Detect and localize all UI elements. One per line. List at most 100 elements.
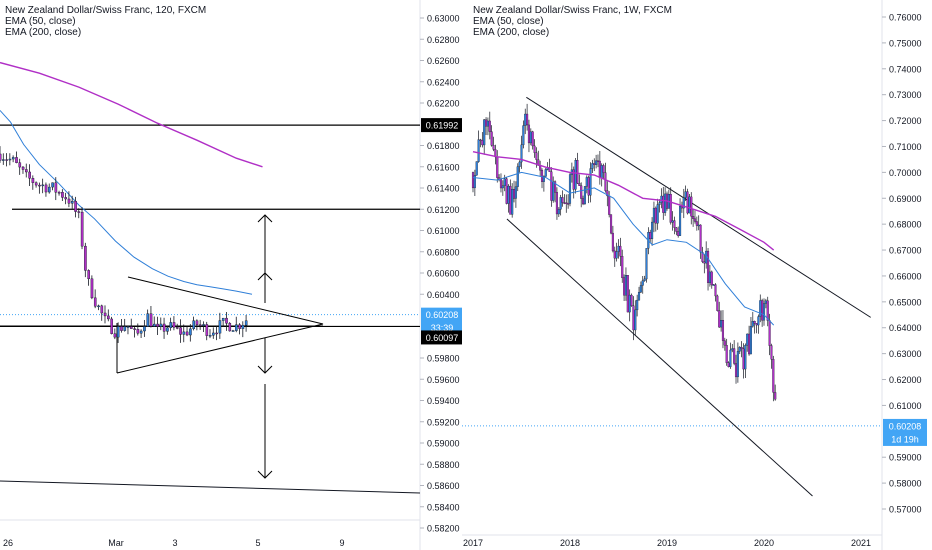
candle-up — [169, 322, 173, 328]
y-tick-label: 0.72000 — [889, 116, 922, 126]
candle-down — [686, 191, 689, 214]
candle-down — [550, 171, 553, 201]
legend-ema50[interactable]: EMA (50, close) — [5, 16, 76, 27]
candle-up — [589, 168, 592, 196]
candle-down — [623, 277, 626, 296]
candle-down — [740, 347, 743, 350]
price-label-current-bg — [883, 418, 927, 433]
candle-up — [182, 331, 186, 335]
candle-down — [162, 323, 166, 332]
candle-up — [660, 195, 663, 203]
arrow-down-short-head — [257, 365, 273, 374]
candle-up — [2, 159, 5, 161]
y-tick-label: 0.66000 — [889, 271, 922, 281]
candle-down — [479, 139, 482, 141]
candle-up — [41, 184, 45, 187]
legend-ema50[interactable]: EMA (50, close) — [473, 16, 544, 27]
candle-down — [580, 185, 583, 199]
candle-up — [202, 324, 205, 326]
candle-down — [120, 326, 123, 331]
candle-up — [139, 330, 143, 334]
candle-up — [192, 320, 195, 330]
candle-down — [74, 200, 77, 212]
candle-down — [649, 232, 652, 240]
triangle-drawing[interactable] — [116, 276, 324, 374]
y-tick-label: 0.64000 — [889, 323, 922, 333]
candle-down — [505, 178, 508, 204]
candle-up — [514, 186, 517, 199]
candle-down — [723, 340, 726, 346]
candle-up — [475, 161, 478, 176]
y-tick-label: 0.62000 — [889, 375, 922, 385]
candle-up — [624, 275, 628, 296]
candle-up — [235, 324, 238, 331]
legend-symbol[interactable]: New Zealand Dollar/Swiss Franc, 120, FXC… — [5, 5, 207, 16]
candle-up — [656, 204, 659, 224]
trend-line[interactable] — [0, 480, 421, 494]
candle-down — [766, 300, 769, 321]
candle-up — [126, 326, 130, 328]
candle-down — [44, 184, 48, 193]
candle-down — [195, 320, 199, 325]
chart-2h[interactable]: 0.63000 0.62800 0.62600 0.62400 0.62200 0.618… — [0, 0, 462, 550]
pane-2h[interactable]: 0.63000 0.62800 0.62600 0.62400 0.62200 0.618… — [0, 0, 462, 550]
y-tick-label: 0.61200 — [427, 205, 460, 215]
candle-down — [57, 192, 61, 194]
candle-down — [535, 152, 538, 160]
candle-up — [679, 205, 682, 236]
candle-down — [604, 172, 607, 191]
candle-up — [583, 186, 586, 205]
arrow-up-long-head — [257, 214, 273, 223]
channel-lower-line[interactable] — [506, 218, 813, 497]
candle-down — [61, 192, 64, 198]
candle-up — [244, 320, 248, 326]
candle-down — [34, 182, 38, 186]
x-tick-label: 5 — [255, 538, 260, 548]
y-tick-label: 0.59000 — [427, 439, 460, 449]
ema50-line — [0, 110, 253, 295]
candle-up — [757, 316, 760, 326]
candle-down — [103, 312, 107, 317]
candle-up — [651, 221, 654, 240]
y-tick-label: 0.61000 — [427, 226, 460, 236]
candle-up — [241, 324, 245, 329]
candle-down — [742, 348, 745, 370]
candle-down — [499, 179, 503, 189]
legend-ema200[interactable]: EMA (200, close) — [473, 27, 550, 38]
legend-symbol[interactable]: New Zealand Dollar/Swiss Franc, 1W, FXCM — [473, 5, 672, 16]
y-tick-label: 0.59400 — [427, 396, 460, 406]
price-label-current: 0.60208 — [889, 421, 922, 431]
candle-up — [486, 120, 489, 127]
candle-down — [561, 197, 564, 203]
y-tick-label: 0.59800 — [427, 354, 460, 364]
candle-up — [762, 303, 766, 321]
candle-up — [501, 185, 504, 189]
legend-ema200[interactable]: EMA (200, close) — [5, 27, 82, 38]
candle-down — [228, 323, 232, 332]
candle-up — [116, 326, 120, 338]
y-tick-label: 0.58600 — [427, 481, 460, 491]
arrow-down-long-head — [257, 470, 273, 479]
pane-1w[interactable]: 0.76000 0.75000 0.74000 0.73000 0.72000 0.710… — [462, 0, 932, 550]
x-tick-label: 3 — [172, 538, 177, 548]
candle-up — [542, 176, 545, 182]
candle-up — [70, 200, 74, 204]
candle-down — [205, 324, 209, 336]
candle-up — [123, 326, 127, 331]
candle-up — [8, 158, 12, 161]
channel-upper-line[interactable] — [526, 96, 871, 318]
candle-down — [710, 271, 713, 286]
candle-down — [179, 327, 182, 335]
candle-up — [585, 177, 588, 187]
y-tick-label: 0.61000 — [889, 401, 922, 411]
candle-down — [598, 160, 601, 178]
y-tick-label: 0.57000 — [889, 505, 922, 515]
candle-down — [675, 227, 678, 232]
candle-up — [159, 323, 163, 327]
x-tick-label: 9 — [339, 538, 344, 548]
candle-down — [533, 145, 536, 153]
candle-down — [80, 211, 84, 247]
chart-1w[interactable]: 0.76000 0.75000 0.74000 0.73000 0.72000 0.710… — [462, 0, 932, 550]
candle-up — [221, 317, 225, 321]
